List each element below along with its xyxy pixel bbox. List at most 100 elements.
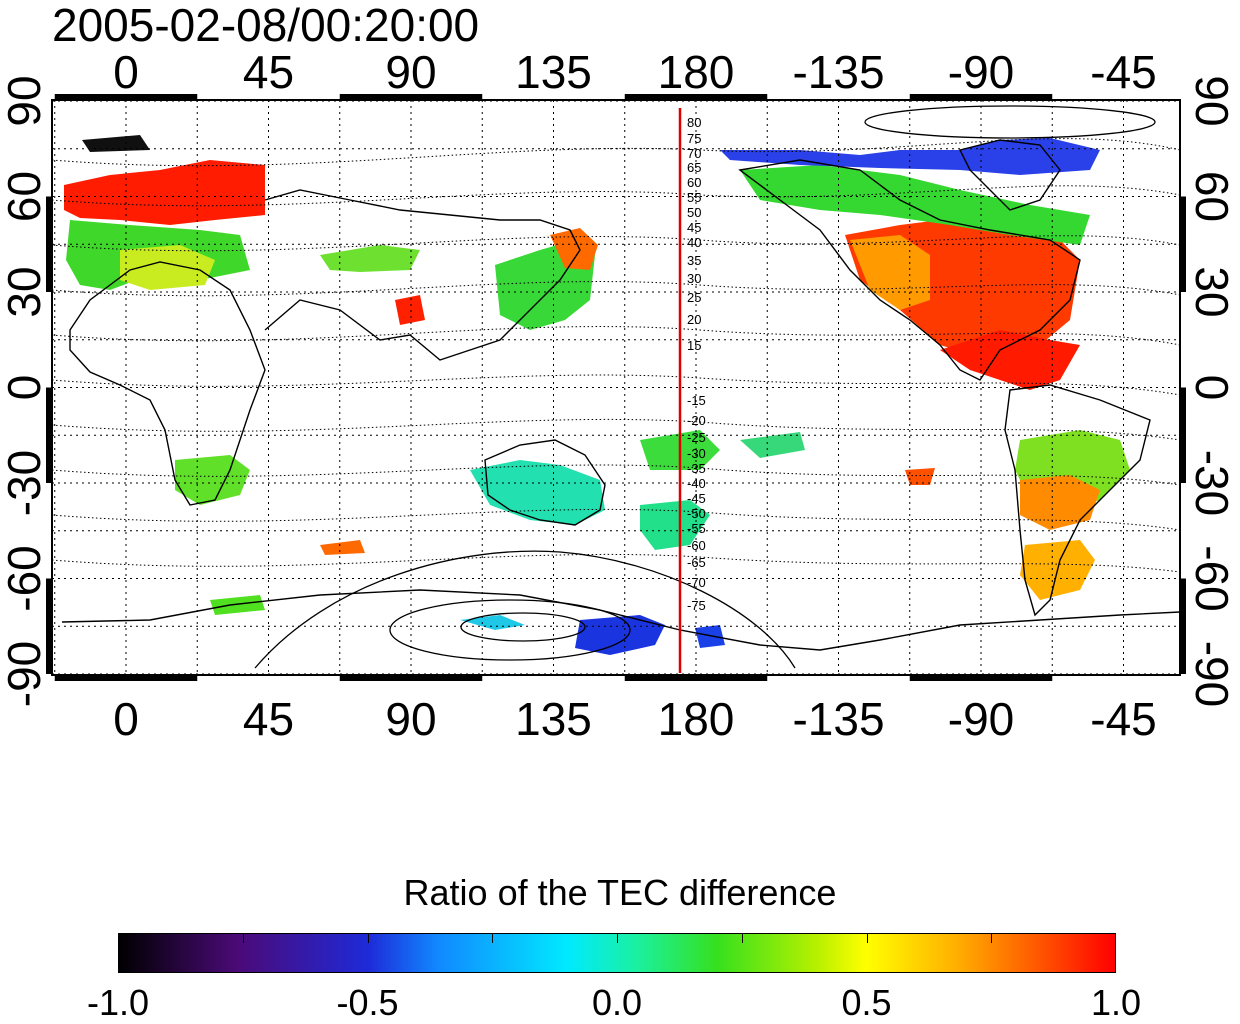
patch-antarctic-blue-2 <box>695 625 725 648</box>
patch-europe-yellow <box>120 245 215 290</box>
right-lat-label: -90 <box>1186 641 1238 707</box>
colorbar-tick <box>367 933 369 943</box>
bottom-lon-label: -90 <box>948 693 1014 745</box>
bottom-lon-label: 0 <box>113 693 139 745</box>
patch-canada-green <box>740 165 1090 245</box>
bottom-lon-label: -135 <box>792 693 884 745</box>
right-tick-bar <box>1180 578 1186 674</box>
top-lon-label: -45 <box>1090 46 1156 98</box>
coast-greenland <box>958 139 1061 211</box>
top-lon-label: -90 <box>948 46 1014 98</box>
meridian-lat-label: 40 <box>687 235 701 250</box>
polar-contours <box>254 105 1156 669</box>
right-lat-label: -30 <box>1186 450 1238 516</box>
tec-ratio-patches <box>64 135 1130 655</box>
left-lat-label: -30 <box>0 450 50 516</box>
meridian-lat-label: 50 <box>687 205 701 220</box>
tec-map: 8075706560555045403530252015-15-20-25-30… <box>0 46 1238 745</box>
meridian-lat-label: 65 <box>687 160 701 175</box>
left-lat-label: 60 <box>0 171 50 222</box>
meridian-lat-label: 60 <box>687 175 701 190</box>
bottom-lon-label: 45 <box>243 693 294 745</box>
south-polar-contour-outer <box>254 550 796 669</box>
top-lon-label: 45 <box>243 46 294 98</box>
contour-line <box>52 464 1180 486</box>
left-lat-label: -90 <box>0 641 50 707</box>
contour-line <box>52 418 1180 441</box>
patch-arctic-blue <box>720 138 1100 175</box>
magnetic-contours <box>52 138 1180 573</box>
colorbar-tick <box>866 933 868 943</box>
contour-line <box>52 553 1180 573</box>
right-tick-bar <box>1180 387 1186 483</box>
meridian-lat-label: 30 <box>687 271 701 286</box>
map-title: 2005-02-08/00:20:00 <box>52 0 480 51</box>
contour-line <box>52 326 1180 346</box>
top-tick-bar <box>54 94 198 100</box>
left-tick-bar <box>46 387 52 483</box>
axis-labels: 0 45 90 135 180 -135 -90 -450 45 90 135 180 -135 -90-… <box>0 46 1238 745</box>
top-tick-bar <box>909 94 1053 100</box>
colorbar-tick-label: 1.0 <box>1090 982 1142 1023</box>
contour-line <box>52 138 1180 167</box>
meridian-lat-label: -55 <box>687 521 706 536</box>
meridian-lat-label: 20 <box>687 312 701 327</box>
meridian-lat-label: 70 <box>687 146 701 161</box>
meridian-lat-label: 15 <box>687 338 701 353</box>
meridian-lat-label: 25 <box>687 290 701 305</box>
right-lat-label: -60 <box>1186 545 1238 611</box>
contour-line <box>52 508 1180 531</box>
right-lat-label: 90 <box>1186 75 1238 126</box>
contour-line <box>52 235 1180 252</box>
meridian-lat-label: -25 <box>687 430 706 445</box>
left-tick-bar <box>46 578 52 674</box>
meridian-lat-label: 80 <box>687 115 701 130</box>
patch-india-red <box>395 295 425 325</box>
bottom-lon-label: 180 <box>658 693 735 745</box>
patch-south-pacific-green <box>905 468 935 485</box>
colorbar-tick-label: 0.0 <box>591 982 643 1023</box>
meridian-lat-label: -60 <box>687 538 706 553</box>
bottom-lon-label: 90 <box>385 693 436 745</box>
colorbar-tick-label: -0.5 <box>336 982 399 1023</box>
meridian-lat-label: -35 <box>687 461 706 476</box>
patch-australia <box>470 460 605 525</box>
map-tick-bars <box>46 94 1186 681</box>
colorbar-tick <box>617 933 618 943</box>
patch-europe <box>64 160 265 225</box>
colorbar-tick <box>492 933 494 943</box>
meridian-lat-label: -70 <box>687 575 706 590</box>
coast-south-america <box>1004 384 1151 617</box>
colorbar-tick <box>741 933 743 943</box>
meridian-lat-label: 55 <box>687 190 701 205</box>
meridian-lat-label: -65 <box>687 555 706 570</box>
colorbar-tick-label: 0.5 <box>841 982 892 1023</box>
patch-pacific-green-2 <box>740 432 805 458</box>
right-lat-label: 30 <box>1186 266 1238 317</box>
bottom-tick-bar <box>339 675 483 681</box>
meridian-lat-label: 45 <box>687 220 701 235</box>
patch-new-zealand <box>640 500 710 550</box>
meridian-lat-label: -75 <box>687 598 706 613</box>
bottom-lon-label: 135 <box>515 693 592 745</box>
top-lon-label: 90 <box>385 46 436 98</box>
meridian-lat-label: 35 <box>687 253 701 268</box>
right-lat-label: 0 <box>1186 375 1238 401</box>
colorbar-tick-label: -1.0 <box>86 982 150 1023</box>
patch-north-america-orange <box>850 235 930 310</box>
right-tick-bar <box>1180 196 1186 292</box>
patch-central-america <box>940 330 1080 390</box>
colorbar-tick <box>242 933 244 943</box>
north-polar-contour <box>864 105 1156 139</box>
left-lat-label: 90 <box>0 75 50 126</box>
bottom-tick-bar <box>909 675 1053 681</box>
south-polar-contour-inner <box>460 612 586 642</box>
contour-line <box>52 185 1180 207</box>
top-tick-bar <box>624 94 768 100</box>
coast-europe-africa <box>69 261 266 506</box>
left-tick-bar <box>46 196 52 292</box>
meridian-lat-label: -20 <box>687 413 706 428</box>
top-lon-label: 180 <box>658 46 735 98</box>
meridian-lat-label: -50 <box>687 506 706 521</box>
